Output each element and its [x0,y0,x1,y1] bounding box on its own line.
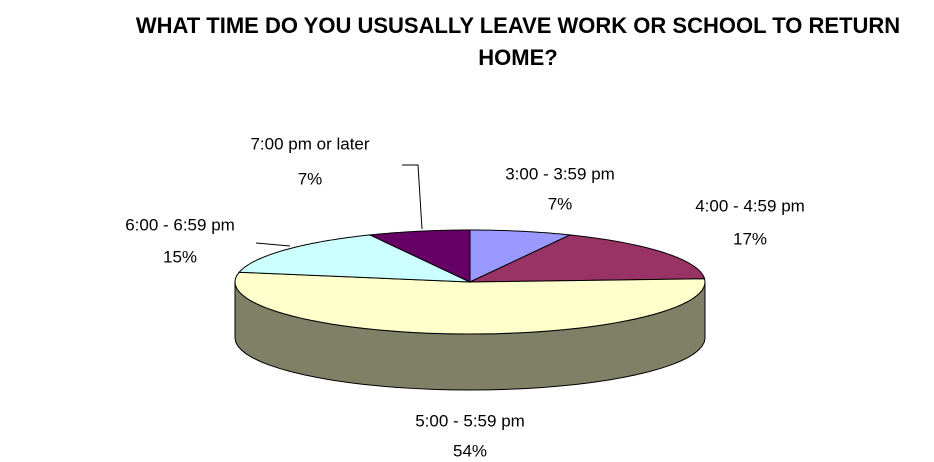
pie-slice [469,229,572,283]
slice-label: 4:00 - 4:59 pm [695,196,805,215]
pie-slice [469,234,706,283]
slice-value-label: 7% [298,169,323,188]
pie-slice [238,234,471,283]
slice-value-label: 17% [733,229,767,248]
slice-value-label: 15% [163,247,197,266]
slice-label: 7:00 pm or later [250,134,369,153]
chart-title: WHAT TIME DO YOU USUSALLY LEAVE WORK OR … [135,13,901,70]
slice-label: 5:00 - 5:59 pm [415,411,525,430]
leader-line [402,164,423,230]
slice-label: 3:00 - 3:59 pm [505,164,615,183]
pie-slice [234,271,706,335]
pie-slice [368,229,471,283]
slice-value-label: 54% [453,441,487,460]
slice-value-label: 7% [548,194,573,213]
leader-line [255,242,291,247]
slice-label: 6:00 - 6:59 pm [125,215,235,234]
